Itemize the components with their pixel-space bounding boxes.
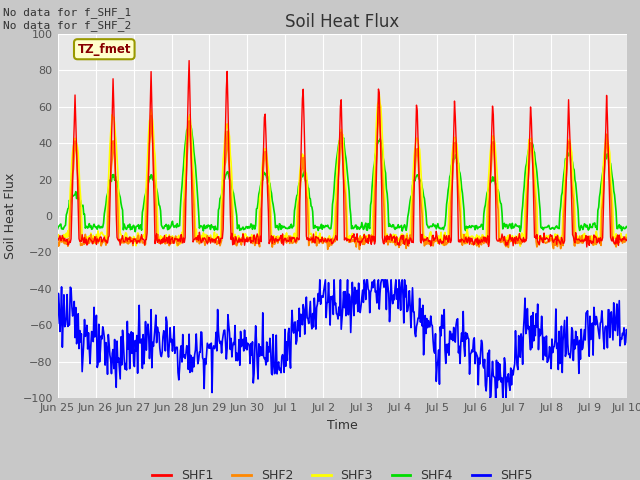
X-axis label: Time: Time (327, 419, 358, 432)
Text: No data for f_SHF_1
No data for f_SHF_2: No data for f_SHF_1 No data for f_SHF_2 (3, 7, 131, 31)
Y-axis label: Soil Heat Flux: Soil Heat Flux (4, 173, 17, 259)
Text: TZ_fmet: TZ_fmet (77, 43, 131, 56)
Title: Soil Heat Flux: Soil Heat Flux (285, 12, 399, 31)
Legend: SHF1, SHF2, SHF3, SHF4, SHF5: SHF1, SHF2, SHF3, SHF4, SHF5 (147, 464, 538, 480)
